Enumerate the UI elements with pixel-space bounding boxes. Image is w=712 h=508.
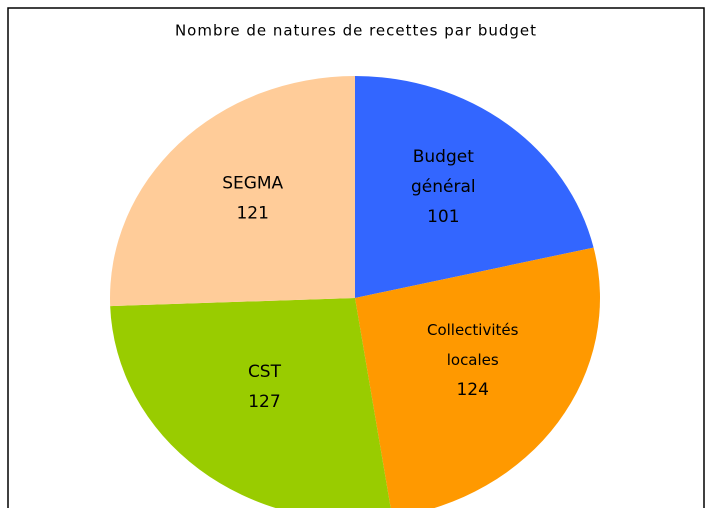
- value-label: 101: [427, 207, 459, 227]
- label-line: Budget: [413, 147, 474, 167]
- value-label: 124: [456, 380, 488, 400]
- pie-slice: [355, 247, 600, 508]
- label-line: Collectivités: [427, 321, 519, 339]
- slice-label: Collectivités locales: [427, 321, 519, 369]
- value-label: 121: [236, 204, 268, 224]
- pie-slice: [355, 76, 594, 298]
- slice-label: CST: [248, 362, 282, 382]
- chart-frame: [7, 7, 705, 508]
- value-label: 127: [248, 392, 280, 412]
- label-line: locales: [447, 351, 499, 369]
- label-line: CST: [248, 362, 282, 382]
- slice-label: Budget général: [411, 147, 476, 197]
- label-line: général: [411, 177, 476, 197]
- chart-title: Nombre de natures de recettes par budget: [175, 22, 537, 40]
- pie-slice: [110, 298, 391, 508]
- label-line: SEGMA: [222, 174, 283, 194]
- pie-slice: [110, 76, 355, 307]
- slice-label: SEGMA: [222, 174, 283, 194]
